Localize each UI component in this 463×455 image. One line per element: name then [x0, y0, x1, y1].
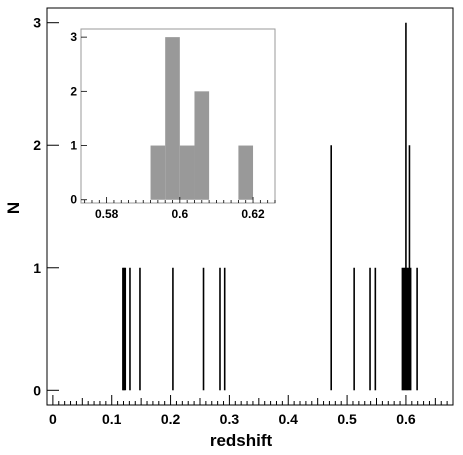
main-x-axis: 0 0.1 0.2 0.3 0.4 0.5 0.6 [49, 395, 448, 427]
inset-bar-2 [179, 145, 195, 200]
main-y-tick-label-0: 0 [33, 382, 41, 398]
main-y-tick-label-2: 2 [33, 137, 41, 153]
main-plot-frame [46, 7, 454, 406]
inset-x-tick-label-2: 0.62 [241, 207, 265, 221]
main-y-tick-label-1: 1 [33, 260, 41, 276]
main-x-tick-label-5: 0.5 [337, 411, 357, 427]
inset-y-tick-label-1: 1 [70, 139, 77, 153]
main-x-tick-label-0: 0 [49, 411, 57, 427]
inset-y-tick-label-0: 0 [70, 193, 77, 207]
main-y-axis: 0 1 2 3 [33, 15, 59, 398]
inset-bar-0 [150, 145, 166, 200]
inset-bar-4 [238, 145, 254, 200]
inset-x-tick-label-1: 0.6 [171, 207, 188, 221]
main-x-tick-label-3: 0.3 [220, 411, 240, 427]
inset-histogram-bars [150, 37, 254, 200]
inset-y-axis: 0 1 2 3 [70, 30, 87, 207]
inset-y-tick-label-2: 2 [70, 84, 77, 98]
main-y-tick-label-3: 3 [33, 15, 41, 31]
inset-x-tick-label-0: 0.58 [95, 207, 119, 221]
main-histogram-bars [122, 22, 418, 391]
main-x-tick-label-6: 0.6 [396, 411, 416, 427]
inset-x-axis: 0.58 0.6 0.62 [84, 197, 276, 221]
inset-plot: 0.58 0.6 0.62 0 1 2 3 [70, 28, 276, 221]
x-axis-title: redshift [210, 431, 273, 450]
inset-y-tick-label-3: 3 [70, 30, 77, 44]
inset-bar-1 [165, 37, 180, 200]
main-plot-area [46, 7, 454, 406]
main-x-tick-label-4: 0.4 [279, 411, 299, 427]
main-x-tick-label-2: 0.2 [161, 411, 181, 427]
inset-bar-3 [194, 91, 210, 200]
y-axis-title: N [4, 202, 23, 214]
main-x-tick-label-1: 0.1 [102, 411, 122, 427]
